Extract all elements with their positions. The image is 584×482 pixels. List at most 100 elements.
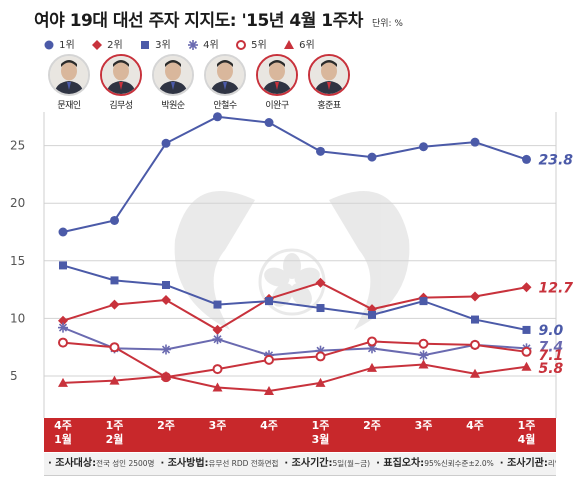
- survey-info-item: · 조사기간:5일(월~금): [284, 458, 371, 469]
- x-tick-label: 3주: [208, 419, 227, 432]
- series-3위: 9.0: [59, 261, 564, 339]
- data-point: [315, 277, 326, 288]
- legend-item: 6위: [282, 36, 315, 52]
- candidate-card: 홍준표: [307, 54, 351, 111]
- end-value-label: 5.8: [539, 361, 564, 377]
- legend-marker: [141, 41, 149, 49]
- legend-label: 4위: [200, 40, 219, 51]
- data-point: [418, 350, 429, 361]
- candidate-name: 박원순: [161, 101, 185, 111]
- data-point: [58, 315, 68, 326]
- data-point: [419, 297, 428, 306]
- series-line: [62, 326, 527, 357]
- portrait-icon: [308, 54, 350, 96]
- x-tick-label: 1주 4월: [517, 419, 536, 446]
- x-tick-label: 4주 1월: [54, 419, 72, 446]
- candidate-card: 안철수: [203, 54, 247, 111]
- series-1위: 23.8: [58, 112, 574, 237]
- data-point: [265, 297, 273, 306]
- triangle-marker-icon: [284, 40, 294, 49]
- data-point: [264, 354, 274, 365]
- legend-marker: [44, 40, 54, 50]
- legend-item: 1위: [42, 36, 75, 52]
- data-point: [315, 377, 326, 387]
- data-point: [58, 322, 68, 333]
- series-4위: 7.4: [58, 322, 563, 361]
- data-point: [109, 299, 120, 310]
- data-point: [161, 344, 171, 355]
- data-point: [521, 282, 532, 293]
- data-point: [521, 361, 532, 371]
- candidate-name: 홍준표: [317, 101, 341, 111]
- candidate-card: 이완구: [255, 54, 299, 111]
- circle-marker-icon: [44, 40, 54, 50]
- survey-info-item: · 조사기관:리얼미터: [499, 458, 556, 469]
- data-point: [316, 304, 325, 313]
- candidate-card: 김무성: [99, 54, 143, 111]
- candidate-name: 이완구: [265, 101, 289, 111]
- legend-item: 3위: [138, 36, 171, 52]
- x-tick-label: 2주: [363, 419, 381, 432]
- x-tick-label: 4주: [260, 419, 278, 432]
- legend-label: 1위: [56, 40, 75, 51]
- data-point: [418, 338, 429, 349]
- data-point: [212, 324, 223, 335]
- unit-label: 단위: %: [371, 19, 403, 29]
- legend-label: 6위: [296, 40, 315, 51]
- candidate-name: 문재인: [57, 101, 81, 111]
- x-tick-label: 3주: [414, 419, 433, 432]
- legend-marker: [284, 40, 294, 49]
- data-point: [110, 276, 119, 285]
- open-circle-marker-icon: [236, 40, 246, 50]
- portrait-icon: [152, 54, 194, 96]
- portrait-icon: [256, 54, 298, 96]
- legend-item: 2위: [90, 36, 123, 52]
- legend-label: 3위: [152, 40, 171, 51]
- portrait-icon: [48, 54, 90, 96]
- series-line: [62, 340, 527, 379]
- y-tick-label: 10: [10, 311, 25, 325]
- series-2위: 12.7: [58, 277, 573, 335]
- data-point: [58, 377, 68, 387]
- data-point: [367, 362, 377, 372]
- data-point: [264, 118, 274, 128]
- data-point: [522, 154, 531, 164]
- data-point: [522, 325, 531, 334]
- data-point: [59, 261, 67, 270]
- data-point: [470, 368, 480, 378]
- series-6위: 5.8: [58, 359, 564, 395]
- x-tick-label: 2주: [157, 419, 175, 432]
- data-point: [418, 359, 429, 369]
- data-point: [316, 146, 325, 156]
- series-line: [62, 363, 527, 392]
- chart-title: 여야 19대 대선 주자 지지도: '15년 4월 1주차: [34, 11, 363, 31]
- candidate-name: 김무성: [109, 101, 133, 111]
- asterisk-marker-icon: [188, 40, 198, 50]
- legend-item: 5위: [234, 36, 267, 52]
- diamond-marker-icon: [92, 40, 102, 50]
- end-value-label: 23.8: [539, 152, 574, 168]
- data-point: [161, 371, 171, 380]
- survey-info-item: · 조사방법:유무선 RDD 전화면접: [160, 458, 279, 469]
- data-point: [212, 334, 223, 345]
- data-point: [213, 300, 222, 309]
- x-tick-label: 1주 2월: [105, 419, 124, 446]
- candidate-name: 안철수: [213, 101, 237, 111]
- y-tick-label: 5: [10, 369, 18, 383]
- x-axis-band: [44, 418, 556, 452]
- data-point: [161, 294, 171, 305]
- data-point: [58, 337, 68, 348]
- end-value-label: 7.1: [539, 348, 564, 364]
- data-point: [109, 342, 120, 353]
- series-line: [62, 115, 527, 233]
- legend-marker: [236, 40, 246, 50]
- square-marker-icon: [141, 41, 149, 49]
- data-point: [58, 227, 68, 237]
- data-point: [212, 382, 223, 392]
- legend-item: 4위: [186, 36, 219, 52]
- y-tick-label: 25: [10, 139, 25, 153]
- data-point: [419, 142, 428, 152]
- series-line: [62, 264, 527, 331]
- data-point: [470, 339, 480, 350]
- title-row: 여야 19대 대선 주자 지지도: '15년 4월 1주차 단위: %: [34, 6, 403, 31]
